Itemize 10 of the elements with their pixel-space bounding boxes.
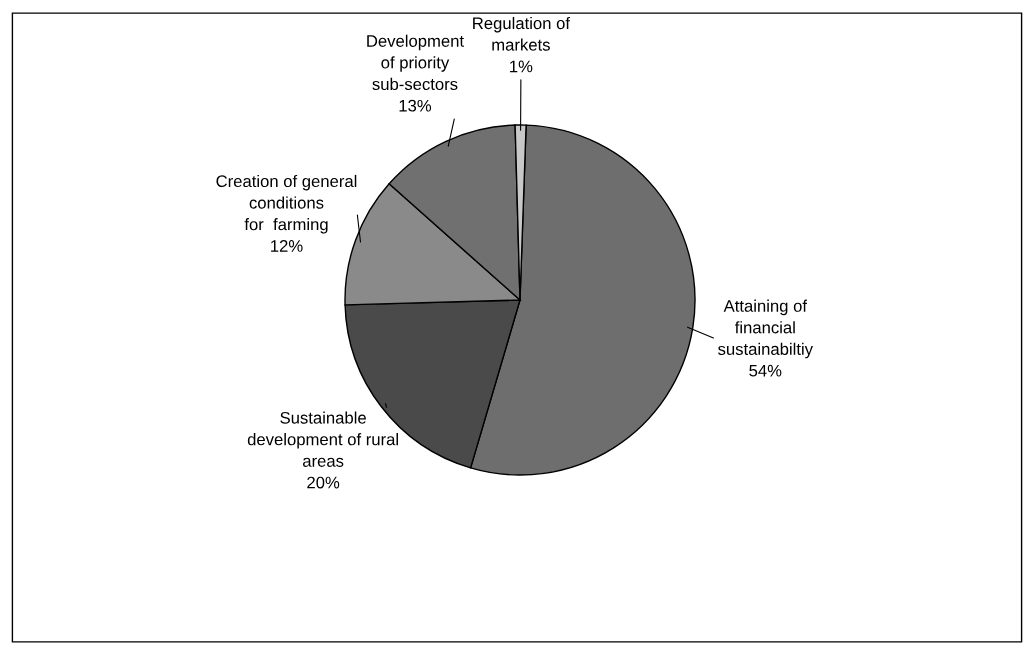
data-label: 12% [271,240,303,252]
slice-label: Attaining of financial sustainabiltiy [718,299,813,359]
data-label: 54% [749,364,782,377]
slice-label: Sustainable development of rural areas [247,411,398,467]
slice-label: Regulation of markets [473,16,571,51]
slice-label: Development of priority sub-sectors [367,34,464,91]
data-label: 13% [399,99,432,112]
data-label: 1% [510,60,533,73]
data-label: 20% [307,476,340,489]
slice-label: Creation of general conditions for farming [216,174,357,234]
